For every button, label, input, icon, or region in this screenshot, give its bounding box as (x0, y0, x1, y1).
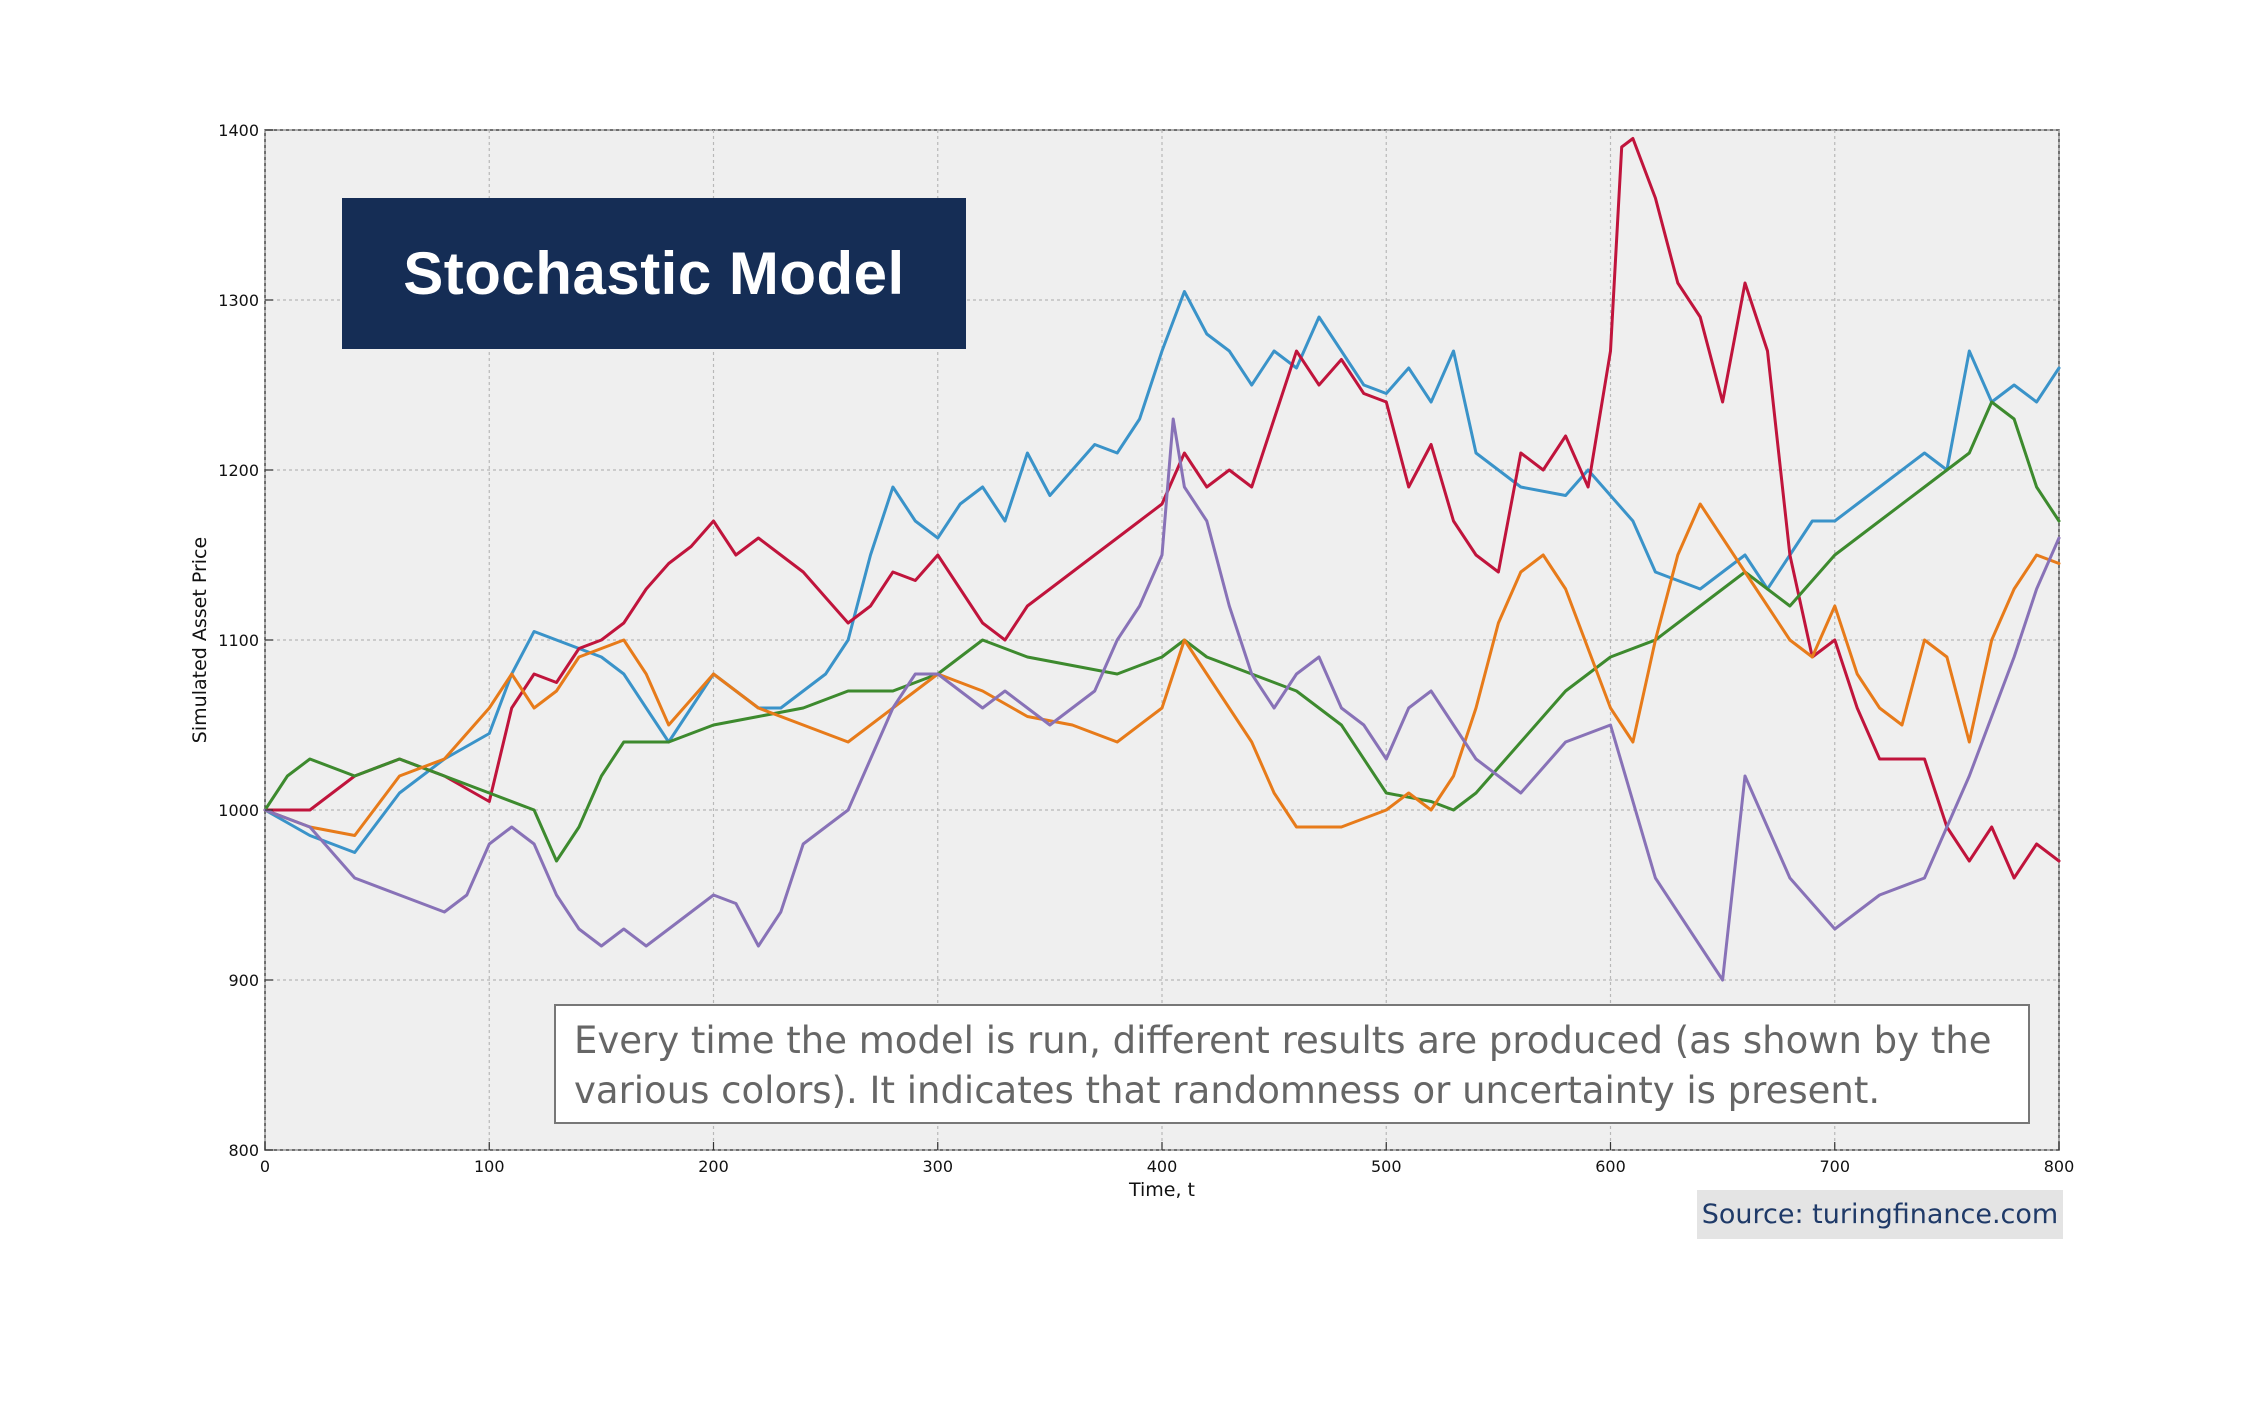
x-tick-label: 300 (922, 1157, 953, 1176)
y-tick-label: 900 (228, 971, 259, 990)
x-tick-label: 400 (1147, 1157, 1178, 1176)
series-line-purple (263, 417, 2061, 982)
chart-title-box: Stochastic Model (342, 198, 966, 349)
y-tick-label: 1100 (218, 631, 259, 650)
y-tick-label: 1000 (218, 801, 259, 820)
x-axis-label: Time, t (1128, 1179, 1195, 1201)
chart-title: Stochastic Model (403, 240, 905, 307)
ticks: 0 100 200 300 400 500 600 700 800 800 900 1000 1100 1… (218, 121, 2074, 1176)
x-tick-label: 500 (1371, 1157, 1402, 1176)
x-tick-label: 800 (2044, 1157, 2075, 1176)
annotation-note: Every time the model is run, different r… (554, 1004, 2030, 1124)
series-line-green (263, 400, 2061, 863)
x-tick-label: 0 (260, 1157, 270, 1176)
y-tick-label: 1400 (218, 121, 259, 140)
x-tick-label: 200 (698, 1157, 729, 1176)
y-axis-label: Simulated Asset Price (189, 537, 211, 743)
series-line-orange (263, 502, 2061, 837)
y-tick-label: 800 (228, 1141, 259, 1160)
series-line-red (263, 137, 2061, 880)
series-line-blue (263, 290, 2061, 854)
y-tick-label: 1300 (218, 291, 259, 310)
series-group (263, 137, 2061, 982)
x-tick-label: 700 (1819, 1157, 1850, 1176)
x-tick-label: 600 (1595, 1157, 1626, 1176)
x-tick-label: 100 (474, 1157, 505, 1176)
y-tick-label: 1200 (218, 461, 259, 480)
source-label: Source: turingfinance.com (1697, 1190, 2063, 1239)
